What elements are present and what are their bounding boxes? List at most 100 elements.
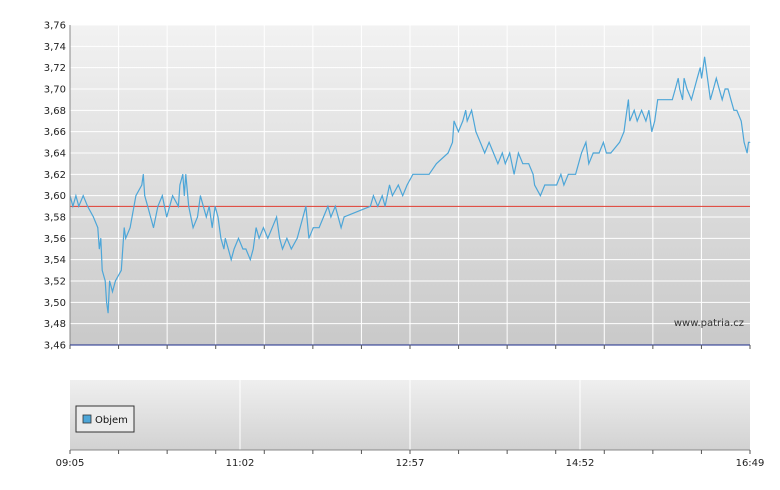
price-point [691,99,692,101]
price-point [101,269,103,271]
price-point [710,99,711,101]
price-point [532,173,534,175]
price-point [93,216,94,218]
price-point [389,184,390,186]
volume-x-ticks [69,450,751,454]
price-point [312,227,314,229]
price-point [718,88,720,90]
price-point [75,195,77,197]
price-point [715,77,717,79]
price-point [343,216,345,218]
price-x-ticks [69,345,751,349]
price-point [598,152,600,154]
price-point [693,88,695,90]
price-point [742,131,744,133]
price-point [641,109,642,111]
price-point [560,173,562,175]
price-point [724,88,726,90]
price-point [636,120,638,122]
price-point [182,173,184,175]
y-tick-label: 3,60 [44,191,66,202]
price-point [606,152,607,154]
price-series-line [69,56,750,314]
price-point [466,120,468,122]
price-point [107,312,109,314]
price-point [233,248,235,250]
price-point [645,120,647,122]
price-point [106,301,107,303]
price-point [109,280,110,282]
price-point [211,227,213,229]
y-tick-label: 3,72 [44,63,66,74]
price-point [683,77,685,79]
price-point [120,269,122,271]
price-point [629,120,631,122]
price-point [172,195,174,197]
price-point [696,77,698,79]
price-point [488,141,490,143]
price-point [255,227,257,229]
price-point [654,120,656,122]
price-point [575,173,576,175]
price-point [563,184,565,186]
price-horizontal-grid [70,24,750,346]
price-point [144,195,146,197]
price-point [736,109,738,111]
price-point [475,131,477,133]
price-point [458,131,459,133]
price-point [674,88,676,90]
price-point [178,205,179,207]
price-point [97,227,99,229]
price-point [619,141,620,143]
price-point [406,184,408,186]
x-tick-label: 12:57 [396,458,425,469]
price-point [513,173,515,175]
y-tick-label: 3,58 [44,213,66,224]
y-tick-label: 3,48 [44,319,66,330]
price-point [625,120,626,122]
price-point [161,195,163,197]
price-point [327,205,329,207]
y-tick-label: 3,52 [44,277,66,288]
price-point [452,141,453,143]
price-point [509,152,511,154]
price-point [370,205,371,207]
price-point [78,205,80,207]
price-point [334,205,336,207]
y-tick-label: 3,68 [44,106,66,117]
y-tick-label: 3,62 [44,170,66,181]
price-point [392,195,393,197]
price-point [603,141,604,143]
price-point [402,195,404,197]
price-point [157,205,159,207]
price-point [150,216,152,218]
price-point [730,99,732,101]
price-point [208,205,210,207]
price-point [263,227,264,229]
price-point [704,56,705,58]
price-point [534,184,535,186]
price-point [308,237,310,239]
y-tick-label: 3,50 [44,298,66,309]
price-point [147,205,149,207]
price-point [518,152,519,154]
price-points [69,56,751,314]
price-point [197,216,198,218]
price-point [238,237,239,239]
price-point [749,141,751,143]
price-point [588,163,590,165]
price-point [129,227,131,229]
price-point [657,99,659,101]
price-point [214,205,216,207]
price-point [493,152,494,154]
price-point [112,291,113,293]
price-point [166,216,168,218]
price-point [224,237,226,239]
price-point [397,184,399,186]
x-tick-label: 09:05 [56,458,85,469]
price-point [465,109,467,111]
price-point [592,152,594,154]
price-point [679,88,681,90]
price-point [648,109,650,111]
